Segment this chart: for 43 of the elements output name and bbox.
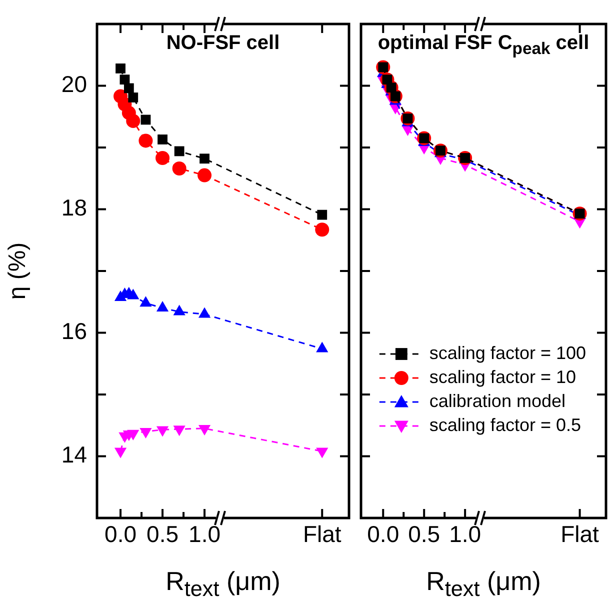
point (114, 448, 127, 458)
point (156, 151, 170, 165)
legend-label: scaling factor = 0.5 (429, 414, 581, 435)
point (126, 114, 140, 128)
chart-title: NO-FSF cell (165, 32, 281, 55)
y-tick-label: 18 (61, 194, 87, 221)
point (120, 74, 130, 85)
legend-label: scaling factor = 100 (429, 342, 586, 363)
point (128, 92, 138, 102)
y-axis-title: η (%) (4, 242, 32, 300)
point (116, 64, 126, 74)
y-tick-label: 14 (61, 442, 88, 468)
point (200, 154, 210, 164)
point (127, 430, 140, 440)
point (198, 168, 212, 182)
x-tick-label: Flat (302, 521, 342, 548)
point (156, 426, 169, 437)
point (317, 210, 328, 220)
x-tick-label: 0.0 (367, 521, 400, 548)
x-tick-label: 0.5 (146, 521, 179, 548)
x-tick-label: 1.0 (449, 521, 482, 548)
x-tick-label: Flat (560, 521, 600, 548)
point (124, 83, 134, 94)
text: optimal FSF C$_{peak}$ cell (376, 32, 590, 59)
point (315, 222, 330, 237)
point (173, 426, 186, 436)
point (140, 114, 151, 125)
legend-label: scaling factor = 10 (429, 366, 576, 387)
point (316, 448, 328, 458)
x-axis-title: R$_{text}$ (μm) (164, 566, 282, 602)
y-tick-label: 16 (61, 318, 87, 344)
x-tick-label: 0.0 (104, 521, 137, 548)
point (198, 424, 211, 436)
x-axis-title: R$_{text}$ (μm) (425, 566, 542, 602)
x-tick-label: 0.5 (408, 521, 440, 548)
point (172, 161, 186, 176)
y-tick-label: 20 (61, 71, 87, 98)
x-tick-label: 1.0 (188, 521, 221, 548)
point (174, 146, 184, 156)
legend-label: calibration model (429, 390, 566, 411)
point (138, 134, 153, 148)
point (140, 428, 152, 439)
point (158, 134, 168, 144)
